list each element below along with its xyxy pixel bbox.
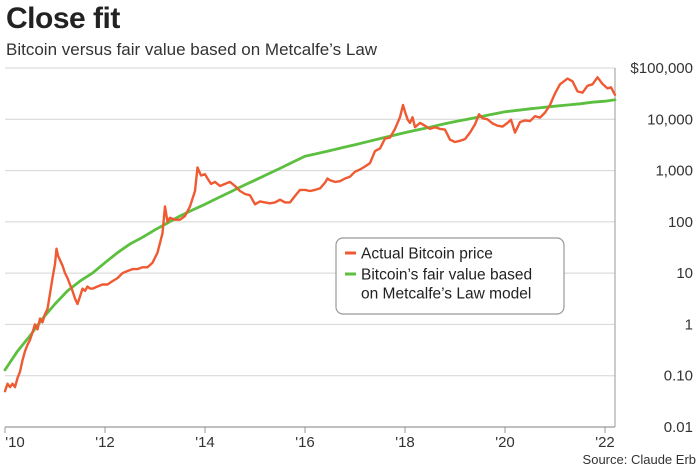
- y-tick-label: 10: [676, 265, 693, 282]
- y-tick-label: 1,000: [655, 163, 693, 180]
- legend: Actual Bitcoin price Bitcoin’s fair valu…: [335, 237, 565, 315]
- x-axis: '10 '12 '14 '16 '18 '20 '22: [4, 427, 615, 451]
- x-tick-label: '20: [495, 434, 515, 451]
- y-tick-label: 10,000: [647, 111, 693, 128]
- y-tick-label: 1: [685, 316, 693, 333]
- series-line-actual-price: [3, 76, 617, 393]
- y-axis: 0.01 0.10 1 10 100 1,000 10,000 $100,000: [630, 60, 693, 436]
- chart-title: Close fit: [6, 2, 120, 35]
- y-tick-label: $100,000: [630, 60, 693, 77]
- source-note: Source: Claude Erb: [582, 452, 696, 467]
- y-tick-label: 100: [668, 214, 693, 231]
- series-line-fair-value: [3, 98, 617, 372]
- legend-label-fair-value-line1: Bitcoin’s fair value based: [361, 267, 532, 284]
- legend-label-fair-value: Bitcoin’s fair value based on Metcalfe’s…: [361, 267, 537, 303]
- x-tick-label: '12: [95, 434, 115, 451]
- legend-label-fair-value-line2: on Metcalfe’s Law model: [361, 286, 531, 303]
- x-tick-label: '10: [5, 434, 25, 451]
- x-tick-label: '14: [195, 434, 215, 451]
- legend-label-actual: Actual Bitcoin price: [361, 246, 493, 263]
- x-tick-label: '18: [395, 434, 415, 451]
- chart-subtitle: Bitcoin versus fair value based on Metca…: [6, 40, 378, 59]
- legend-box: [335, 237, 565, 315]
- series: [3, 76, 617, 393]
- y-tick-label: 0.01: [664, 419, 693, 436]
- y-tick-label: 0.10: [664, 368, 693, 385]
- x-tick-label: '16: [295, 434, 315, 451]
- x-tick-label: '22: [595, 434, 615, 451]
